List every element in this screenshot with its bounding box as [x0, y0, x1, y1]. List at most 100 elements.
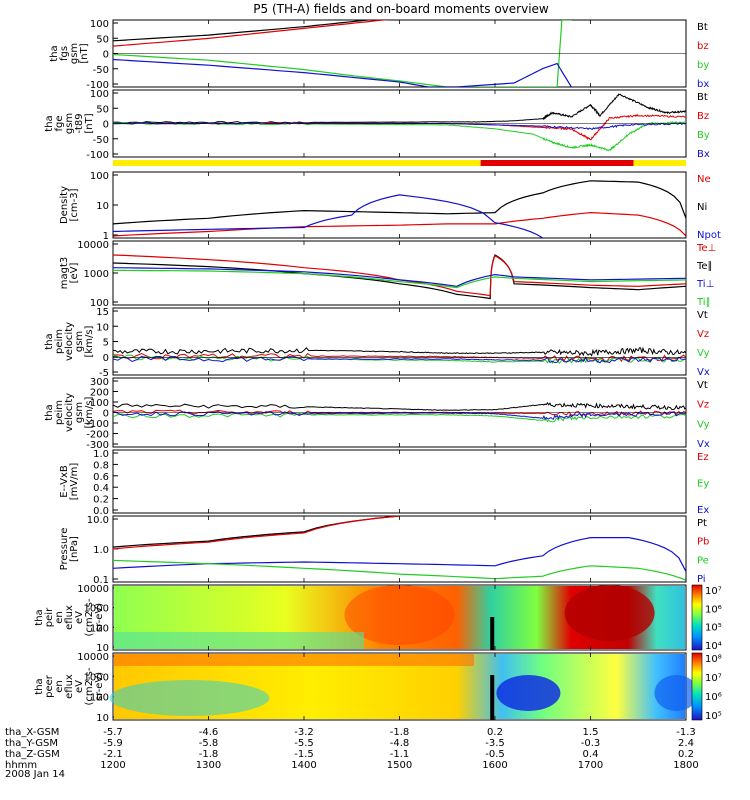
axis-value: -1.8: [199, 749, 219, 760]
panel-frame: [112, 307, 687, 376]
ylabel-line: gsm: [74, 331, 85, 352]
axis-value: 1700: [578, 760, 603, 771]
legend-green: Ti∥: [696, 297, 711, 308]
ytick-label: 1000: [84, 269, 109, 280]
ylabel-line: (cm2-s-: [84, 598, 95, 636]
series-green: [113, 20, 572, 87]
legend-red: Te⊥: [696, 243, 716, 254]
legend-red: Bz: [697, 111, 709, 122]
axis-value: -3.5: [485, 738, 505, 749]
ytick-label: 10: [96, 713, 109, 724]
panel-frame: [112, 449, 687, 514]
series-green: [113, 354, 686, 364]
ytick-label: 1: [103, 231, 109, 242]
axis-value: 1200: [100, 760, 125, 771]
series-black: [113, 346, 686, 357]
axis-value: 0.2: [487, 727, 503, 738]
ytick-label: 100: [90, 398, 109, 409]
ylabel-line: velocity: [64, 393, 75, 432]
axis-value: -0.5: [485, 749, 505, 760]
panel-frame: [112, 240, 687, 306]
ylabel-line: fgs: [59, 46, 70, 61]
series-green: [113, 412, 686, 423]
legend-green: By: [697, 130, 710, 141]
series-black: [113, 20, 374, 42]
legend-blue: Bx: [697, 149, 710, 160]
ytick-label: 100: [90, 298, 109, 309]
legend-black: Bt: [697, 22, 708, 33]
ytick-label: 50: [96, 104, 109, 115]
axis-value: -4.6: [199, 727, 219, 738]
ytick-label: -100: [86, 419, 109, 430]
hot-region: [344, 585, 455, 645]
ytick-label: 10000: [77, 584, 109, 595]
axis-value: -1.8: [390, 727, 410, 738]
axis-value: 1800: [673, 760, 698, 771]
legend-red: Vz: [697, 329, 709, 340]
legend-black: Vt: [697, 380, 708, 391]
ytick-label: 0: [103, 409, 109, 420]
ytick-label: -100: [86, 150, 109, 161]
ylabel-line: fge: [54, 115, 65, 131]
ylabel-line: (cm2-s-: [84, 667, 95, 705]
ytick-label: -100: [86, 80, 109, 91]
series-black: [113, 402, 686, 411]
colorbar-tick: 10⁴: [705, 641, 722, 652]
legend-green: Ey: [697, 479, 709, 490]
series-black: [113, 93, 686, 124]
ytick-label: 0.4: [93, 483, 109, 494]
ylabel-line: peim: [54, 400, 65, 425]
ytick-label: 0.6: [93, 472, 109, 483]
ylabel-line: Density: [59, 186, 70, 224]
series-blue: [113, 267, 686, 287]
ytick-label: 100: [90, 19, 109, 30]
legend-red: bz: [697, 41, 709, 52]
chart-title: P5 (TH-A) fields and on-board moments ov…: [253, 2, 549, 16]
axis-value: -3.2: [294, 727, 314, 738]
axis-value: 0.2: [678, 749, 694, 760]
axis-value: -1.1: [390, 749, 410, 760]
legend-green: by: [697, 60, 709, 71]
series-blue: [113, 194, 544, 238]
data-gap: [490, 617, 495, 650]
ylabel-line: gsm: [64, 113, 75, 134]
ylabel-line: E--VxB: [59, 465, 70, 498]
cool-region: [109, 680, 270, 716]
axis-value: -4.8: [390, 738, 410, 749]
ytick-label: 100: [90, 693, 109, 704]
axis-value: -0.3: [581, 738, 601, 749]
ylabel-line: gsm: [74, 402, 85, 423]
ytick-label: 300: [90, 377, 109, 388]
axis-value: 1600: [482, 760, 507, 771]
axis-value: 1.5: [583, 727, 599, 738]
ylabel-line: velocity: [64, 322, 75, 361]
legend-red: Ez: [697, 452, 709, 463]
ytick-label: -300: [86, 440, 109, 451]
ylabel-line: tha: [49, 45, 60, 61]
series-red: [113, 211, 686, 237]
ylabel-line: peir: [44, 607, 55, 627]
ytick-label: 100: [90, 171, 109, 182]
ylabel-line: peer: [44, 674, 55, 698]
ytick-label: -50: [93, 65, 109, 76]
ylabel-line: eV: [74, 680, 85, 693]
mode-bar: [113, 160, 686, 166]
ylabel-line: tha: [44, 115, 55, 131]
series-blue: [113, 411, 686, 420]
ytick-label: 0.1: [93, 575, 109, 586]
panel-ion_spectrogram: 10000 1000 100 10 tha peir en eflux eV (cm2-s-sr-…: [34, 584, 722, 654]
legend-blue: Vx: [697, 367, 710, 378]
legend-green: Vy: [697, 419, 710, 430]
cold-region: [654, 675, 699, 711]
ylabel-line: eV: [74, 611, 85, 624]
ylabel-line: sr-eV): [94, 672, 105, 701]
ytick-label: 1.0: [93, 545, 109, 556]
ylabel-line: en: [54, 680, 65, 693]
legend-red: Pb: [697, 537, 709, 548]
ytick-label: 15: [96, 307, 109, 318]
colorbar-tick: 10⁸: [705, 654, 722, 665]
ytick-label: 10000: [77, 652, 109, 663]
axis-row-label: tha_Y-GSM: [5, 738, 58, 749]
colorbar: [691, 584, 703, 651]
ytick-label: 0.0: [93, 506, 109, 517]
